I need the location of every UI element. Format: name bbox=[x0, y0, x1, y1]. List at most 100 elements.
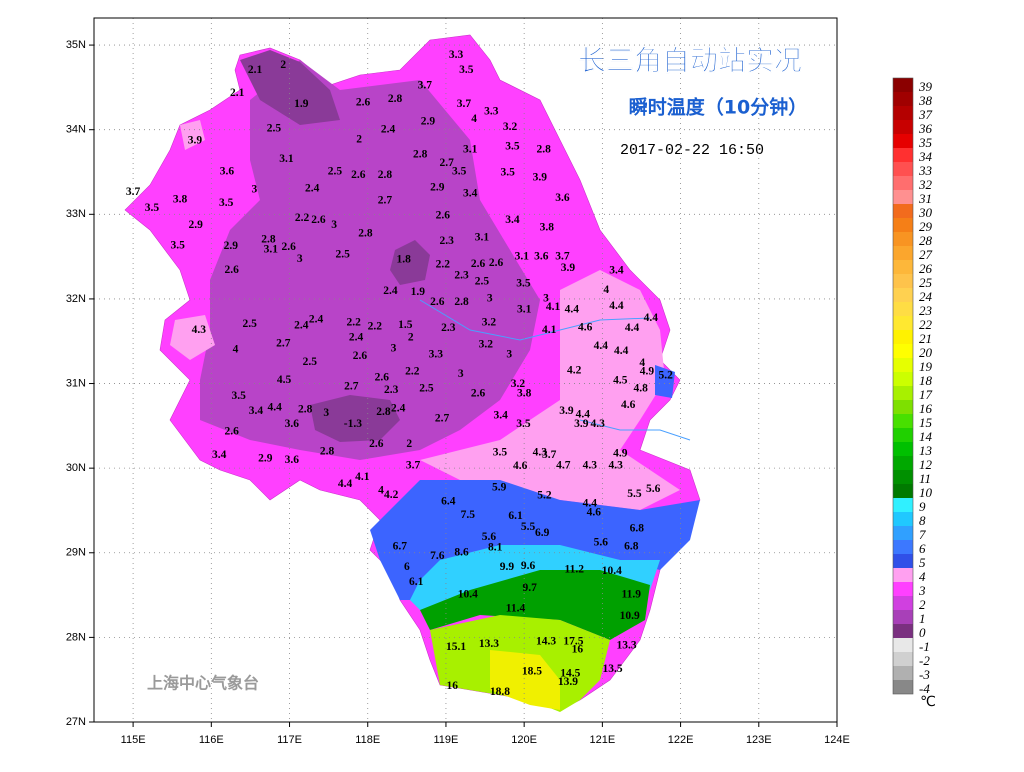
colorbar-swatch bbox=[893, 120, 913, 134]
station-value: 3.7 bbox=[406, 459, 421, 471]
region-20c bbox=[490, 650, 560, 710]
colorbar-label: 32 bbox=[918, 177, 933, 192]
station-value: 6.1 bbox=[409, 576, 424, 588]
region-4c bbox=[180, 120, 205, 150]
region-2c bbox=[200, 60, 540, 460]
station-value: 4.1 bbox=[546, 301, 561, 313]
colorbar-swatch bbox=[893, 274, 913, 288]
station-value: 3.1 bbox=[517, 304, 532, 316]
station-value: 11.2 bbox=[564, 563, 584, 575]
station-value: 4.6 bbox=[621, 399, 636, 411]
region-1c bbox=[390, 240, 430, 285]
station-value: 4.1 bbox=[542, 324, 557, 336]
colorbar-swatch bbox=[893, 288, 913, 302]
station-value: 4.3 bbox=[608, 459, 623, 471]
station-value: 2.6 bbox=[471, 387, 486, 399]
colorbar-swatch bbox=[893, 680, 913, 694]
station-value: 3.6 bbox=[534, 250, 549, 262]
station-value: 4.4 bbox=[614, 345, 629, 357]
station-value: 1.9 bbox=[294, 98, 309, 110]
station-value: 3.7 bbox=[555, 250, 570, 262]
station-value: 2.5 bbox=[475, 276, 490, 288]
colorbar-label: 26 bbox=[919, 261, 933, 276]
y-tick-label: 32N bbox=[66, 293, 86, 305]
colorbar-label: 20 bbox=[919, 345, 933, 360]
station-value: 3.9 bbox=[559, 405, 574, 417]
station-value: 3 bbox=[297, 253, 303, 265]
colorbar-swatch bbox=[893, 78, 913, 92]
station-value: 3.2 bbox=[479, 338, 494, 350]
colorbar-swatch bbox=[893, 414, 913, 428]
region-4c bbox=[420, 270, 680, 510]
colorbar-label: 5 bbox=[919, 555, 926, 570]
station-value: 2.3 bbox=[441, 322, 456, 334]
station-value: 3.2 bbox=[503, 121, 518, 133]
region-1c bbox=[310, 395, 400, 442]
station-value: 9.7 bbox=[522, 582, 537, 594]
station-value: 6 bbox=[404, 561, 410, 573]
y-tick-label: 33N bbox=[66, 208, 86, 220]
y-tick-label: 30N bbox=[66, 462, 86, 474]
station-value: 2.6 bbox=[353, 350, 368, 362]
station-value: 6.8 bbox=[630, 523, 645, 535]
station-value: 2.2 bbox=[368, 320, 383, 332]
station-value: 3.7 bbox=[126, 186, 141, 198]
colorbar-label: -2 bbox=[919, 653, 930, 668]
station-value: 2.7 bbox=[440, 157, 455, 169]
station-value: 16 bbox=[572, 644, 584, 656]
station-value: 4.3 bbox=[533, 447, 548, 459]
region-1c bbox=[240, 50, 340, 125]
station-value: 2.6 bbox=[375, 371, 390, 383]
station-value: 3.5 bbox=[459, 64, 474, 76]
station-value: 2.4 bbox=[381, 123, 396, 135]
colorbar-label: 19 bbox=[919, 359, 933, 374]
station-value: 2 bbox=[280, 59, 286, 71]
station-value: 7.5 bbox=[461, 509, 476, 521]
station-value: 3.2 bbox=[511, 378, 526, 390]
colorbar-label: 9 bbox=[919, 499, 926, 514]
station-value: 3.8 bbox=[540, 221, 555, 233]
station-value: 3 bbox=[543, 293, 549, 305]
station-value: 10.4 bbox=[458, 589, 478, 601]
station-value: 3.5 bbox=[232, 390, 247, 402]
station-value: 4.2 bbox=[567, 364, 582, 376]
colorbar-swatch bbox=[893, 666, 913, 680]
station-value: 2.6 bbox=[471, 258, 486, 270]
station-value: 5.5 bbox=[627, 488, 642, 500]
station-value: 2.7 bbox=[378, 194, 393, 206]
timestamp: 2017-02-22 16:50 bbox=[620, 142, 764, 159]
station-value: 2.4 bbox=[309, 314, 324, 326]
colorbar-swatch bbox=[893, 372, 913, 386]
colorbar-swatch bbox=[893, 610, 913, 624]
station-value: 6.1 bbox=[508, 510, 523, 522]
station-value: 4.8 bbox=[634, 382, 649, 394]
station-value: 2.1 bbox=[230, 87, 245, 99]
station-value: 4.4 bbox=[338, 478, 353, 490]
station-value: 4.3 bbox=[583, 459, 598, 471]
colorbar-label: 8 bbox=[919, 513, 926, 528]
station-value: 3.5 bbox=[493, 447, 508, 459]
x-tick-label: 115E bbox=[121, 734, 146, 746]
colorbar-swatch bbox=[893, 190, 913, 204]
station-value: 13.3 bbox=[617, 639, 637, 651]
station-value: 2.6 bbox=[369, 438, 384, 450]
colorbar-label: 27 bbox=[919, 247, 933, 262]
colorbar-label: 16 bbox=[919, 401, 933, 416]
station-value: 3.5 bbox=[170, 239, 185, 251]
station-value: 2.7 bbox=[435, 413, 450, 425]
station-value: 4 bbox=[603, 284, 609, 296]
station-value: 2.8 bbox=[388, 93, 403, 105]
station-value: 5.9 bbox=[492, 481, 507, 493]
station-value: 3.8 bbox=[517, 387, 532, 399]
river bbox=[579, 419, 691, 441]
station-value: 4.9 bbox=[640, 365, 655, 377]
station-value: 2.5 bbox=[303, 356, 318, 368]
station-value: 2.4 bbox=[383, 285, 398, 297]
station-value: 11.9 bbox=[622, 589, 642, 601]
station-value: 2.4 bbox=[305, 183, 320, 195]
colorbar-label: 12 bbox=[919, 457, 933, 472]
station-value: 2.6 bbox=[351, 169, 366, 181]
station-value: 3.2 bbox=[482, 316, 497, 328]
station-value: 13.3 bbox=[479, 638, 499, 650]
y-tick-label: 28N bbox=[66, 631, 86, 643]
